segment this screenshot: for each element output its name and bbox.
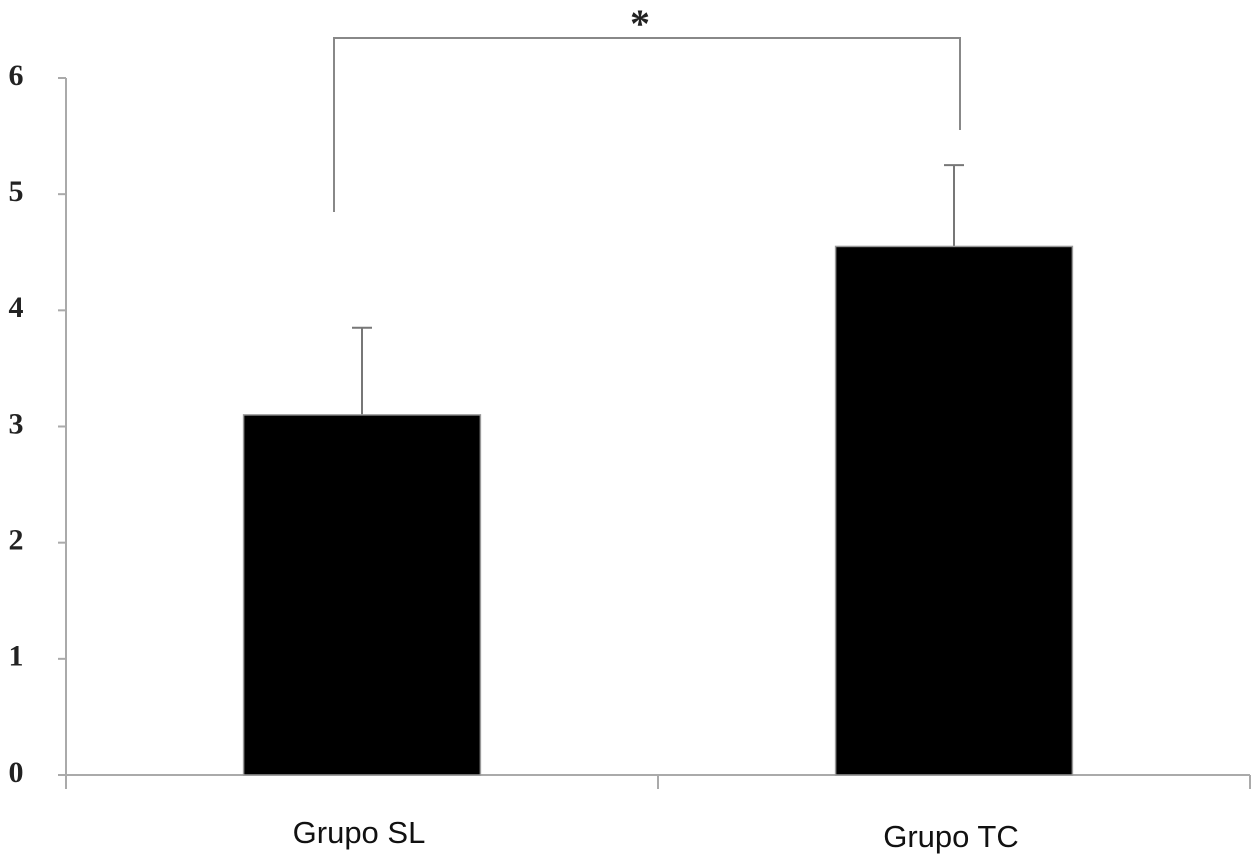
y-tick-label: 6 [9, 59, 24, 92]
bar [242, 414, 482, 776]
x-tick-label: Grupo TC [883, 819, 1019, 854]
y-tick-label: 2 [9, 524, 24, 557]
y-tick-label: 4 [9, 291, 24, 324]
x-tick-label: Grupo SL [293, 815, 426, 850]
y-tick-label: 0 [9, 756, 24, 789]
y-tick-label: 5 [9, 175, 24, 208]
y-tick-label: 1 [9, 640, 24, 673]
bar [834, 245, 1074, 776]
significance-bracket [333, 37, 961, 212]
y-tick-label: 3 [9, 407, 24, 440]
significance-marker: * [630, 1, 650, 46]
